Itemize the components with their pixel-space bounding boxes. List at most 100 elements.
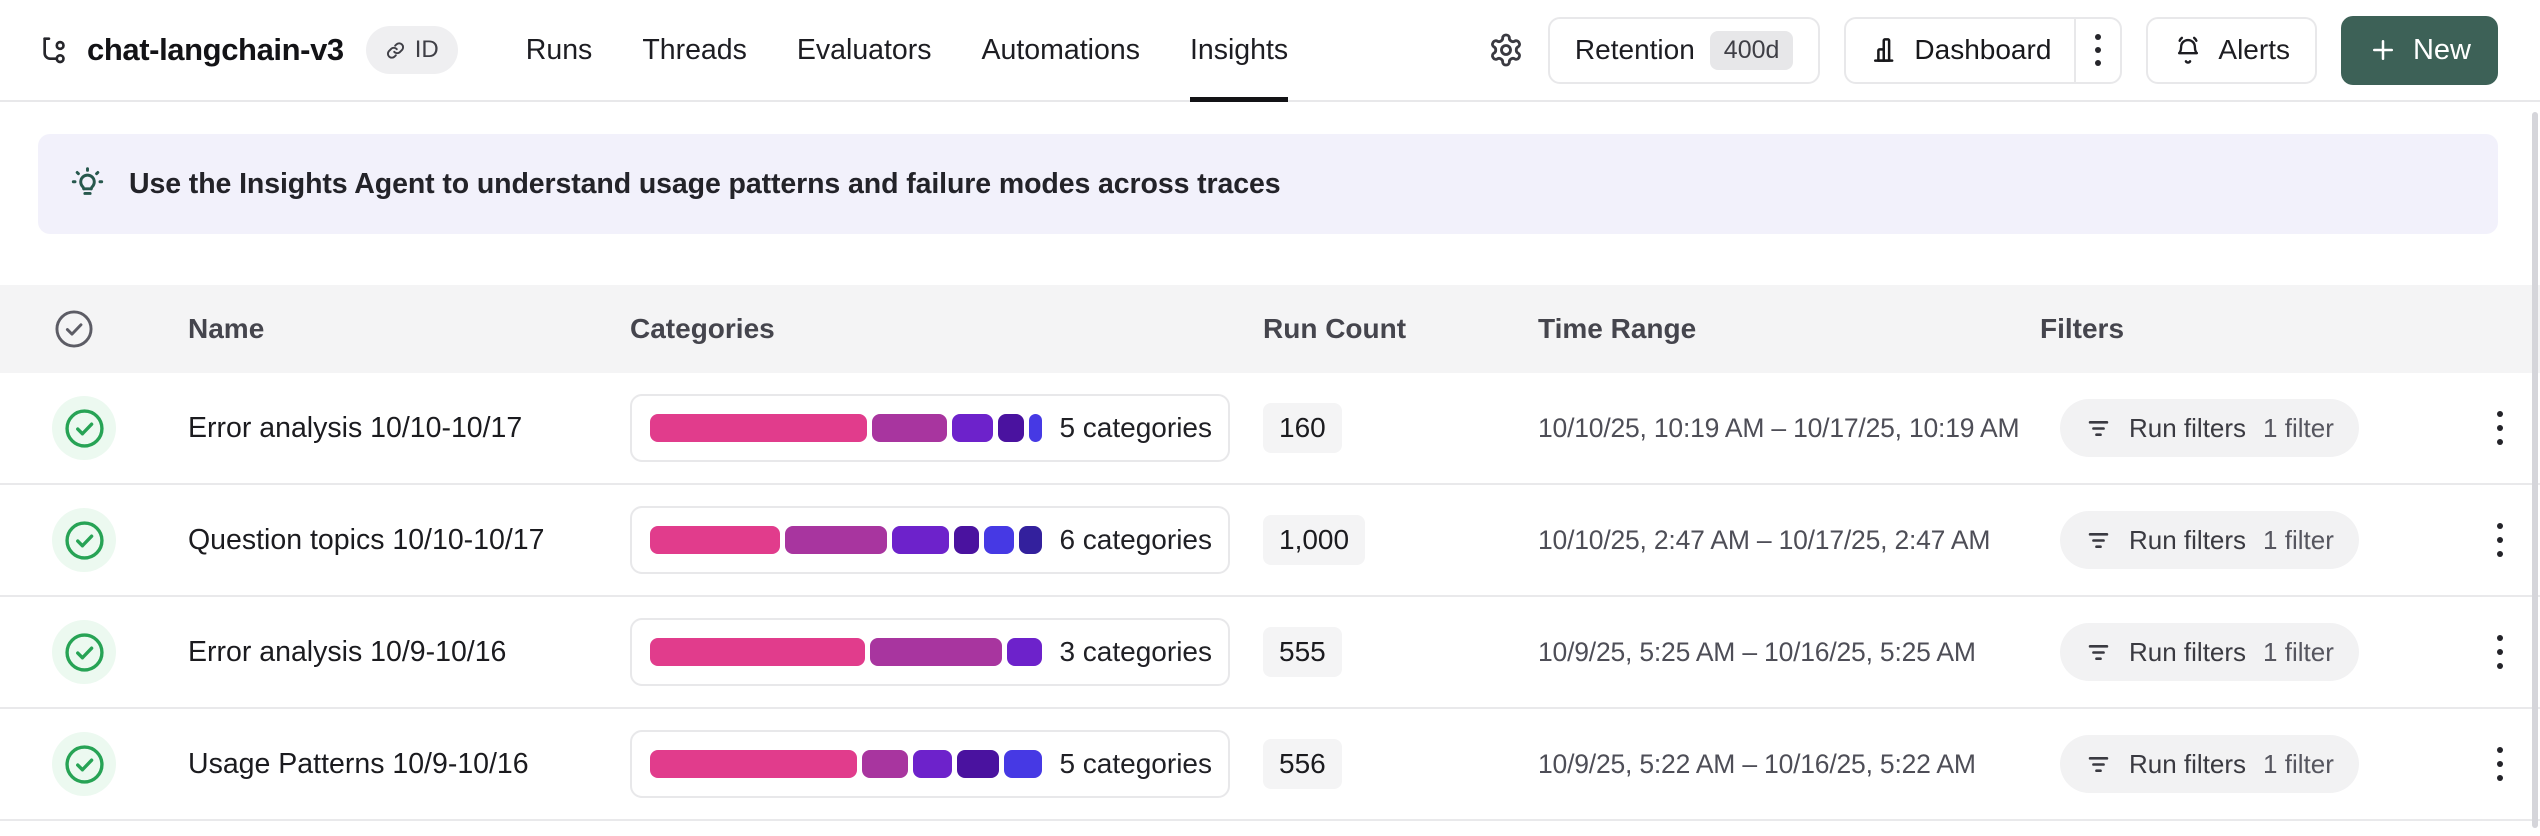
run-filters-chip[interactable]: Run filters 1 filter (2060, 735, 2359, 793)
retention-value-badge: 400d (1709, 30, 1794, 70)
alerts-button[interactable]: Alerts (2146, 16, 2317, 84)
time-range-text: 10/9/25, 5:25 AM – 10/16/25, 5:25 AM (1538, 636, 1976, 667)
categories-count-label: 3 categories (1059, 636, 1212, 667)
table-row[interactable]: Error analysis 10/10-10/17 5 categories … (0, 373, 2540, 485)
table-row[interactable]: Error analysis 10/9-10/16 3 categories 5… (0, 597, 2540, 709)
categories-count-label: 5 categories (1059, 412, 1212, 443)
tab-automations[interactable]: Automations (981, 33, 1140, 66)
dashboard-menu-button[interactable] (2076, 19, 2120, 82)
time-range-text: 10/9/25, 5:22 AM – 10/16/25, 5:22 AM (1538, 748, 1976, 779)
category-segment (998, 414, 1024, 442)
filter-count-label: 1 filter (2263, 412, 2334, 443)
category-segment (650, 414, 867, 442)
time-range-text: 10/10/25, 10:19 AM – 10/17/25, 10:19 AM (1538, 412, 2020, 443)
bell-icon (2178, 36, 2199, 64)
run-count-badge: 556 (1263, 739, 1342, 789)
top-bar: chat-langchain-v3 ID Runs Threads Evalua… (0, 0, 2540, 102)
category-segments-bar (650, 750, 1043, 778)
status-success-icon (52, 732, 116, 796)
run-filters-label: Run filters (2129, 748, 2247, 779)
insight-name-link[interactable]: Usage Patterns 10/9-10/16 (188, 747, 529, 780)
category-segment (1018, 526, 1043, 554)
settings-button[interactable] (1488, 32, 1524, 68)
category-segment (913, 750, 952, 778)
category-segment (650, 638, 865, 666)
run-count-badge: 555 (1263, 627, 1342, 677)
categories-box[interactable]: 6 categories (630, 506, 1230, 574)
new-button-label: New (2412, 33, 2471, 66)
row-menu-button[interactable] (2483, 629, 2517, 675)
table-row[interactable]: Usage Patterns 10/9-10/16 5 categories 5… (0, 709, 2540, 821)
insight-name-link[interactable]: Error analysis 10/10-10/17 (188, 411, 523, 444)
category-segment (869, 638, 1003, 666)
filter-icon (2088, 644, 2109, 660)
run-filters-chip[interactable]: Run filters 1 filter (2060, 623, 2359, 681)
link-icon (386, 41, 404, 59)
select-all-check-icon[interactable] (52, 307, 188, 351)
copy-id-button[interactable]: ID (365, 26, 458, 74)
gear-icon (1490, 33, 1521, 67)
bar-chart-icon (1874, 38, 1894, 62)
project-title: chat-langchain-v3 (87, 32, 344, 67)
column-header-filters: Filters (2040, 313, 2125, 344)
category-segment (891, 526, 949, 554)
table-body: Error analysis 10/10-10/17 5 categories … (0, 373, 2540, 821)
run-filters-label: Run filters (2129, 524, 2247, 555)
new-button[interactable]: New (2340, 15, 2498, 85)
filter-count-label: 1 filter (2263, 748, 2334, 779)
tab-insights[interactable]: Insights (1189, 0, 1289, 102)
insight-name-link[interactable]: Question topics 10/10-10/17 (188, 523, 545, 556)
category-segment (784, 526, 887, 554)
top-bar-actions: Retention 400d Dashboard (1488, 15, 2498, 85)
filter-icon (2088, 532, 2109, 548)
button-divider (2074, 18, 2077, 82)
categories-box[interactable]: 5 categories (630, 394, 1230, 462)
filter-icon (2088, 420, 2109, 436)
tab-threads[interactable]: Threads (642, 33, 747, 66)
categories-count-label: 5 categories (1059, 748, 1212, 779)
table-row[interactable]: Question topics 10/10-10/17 6 categories… (0, 485, 2540, 597)
insight-name-link[interactable]: Error analysis 10/9-10/16 (188, 635, 507, 668)
status-success-icon (52, 396, 116, 460)
retention-button[interactable]: Retention 400d (1547, 16, 1821, 84)
run-count-badge: 160 (1263, 403, 1342, 453)
category-segment (956, 750, 1000, 778)
run-filters-chip[interactable]: Run filters 1 filter (2060, 511, 2359, 569)
categories-box[interactable]: 5 categories (630, 730, 1230, 798)
category-segments-bar (650, 414, 1043, 442)
category-segment (984, 526, 1014, 554)
alerts-label: Alerts (2218, 34, 2290, 65)
plus-icon (2372, 40, 2393, 60)
category-segment (862, 750, 909, 778)
column-header-run-count: Run Count (1263, 313, 1407, 344)
insights-agent-banner: Use the Insights Agent to understand usa… (38, 134, 2498, 234)
categories-box[interactable]: 3 categories (630, 618, 1230, 686)
tab-evaluators[interactable]: Evaluators (796, 33, 932, 66)
filter-count-label: 1 filter (2263, 524, 2334, 555)
run-filters-chip[interactable]: Run filters 1 filter (2060, 399, 2359, 457)
table-header: Name Categories Run Count Time Range Fil… (0, 285, 2540, 373)
category-segments-bar (650, 526, 1043, 554)
category-segment (871, 414, 947, 442)
row-menu-button[interactable] (2483, 405, 2517, 451)
category-segment (953, 526, 980, 554)
lightbulb-icon (71, 166, 104, 195)
run-count-badge: 1,000 (1263, 515, 1366, 565)
vertical-scrollbar[interactable] (2532, 112, 2538, 828)
project-tabs: Runs Threads Evaluators Automations Insi… (525, 0, 1289, 102)
dashboard-split-button: Dashboard (1844, 16, 2123, 84)
run-filters-label: Run filters (2129, 636, 2247, 667)
status-success-icon (52, 620, 116, 684)
id-badge-label: ID (414, 36, 439, 63)
row-menu-button[interactable] (2483, 741, 2517, 787)
retention-label: Retention (1574, 34, 1695, 65)
run-filters-label: Run filters (2129, 412, 2247, 443)
status-success-icon (52, 508, 116, 572)
row-menu-button[interactable] (2483, 517, 2517, 563)
dashboard-label: Dashboard (1914, 34, 2052, 65)
banner-text: Use the Insights Agent to understand usa… (129, 167, 1281, 200)
dashboard-button[interactable]: Dashboard (1846, 19, 2074, 82)
tab-runs[interactable]: Runs (525, 33, 593, 66)
column-header-categories: Categories (630, 313, 775, 344)
